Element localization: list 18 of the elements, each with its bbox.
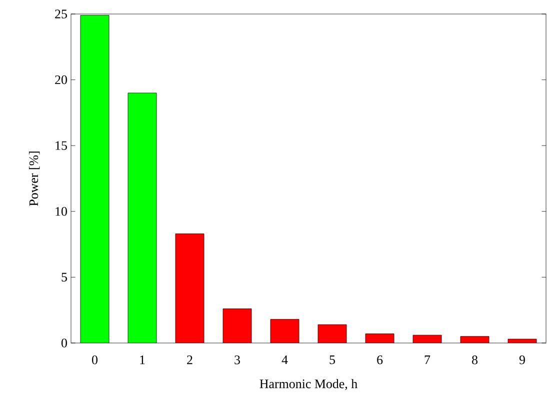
- x-tick-label: 3: [234, 356, 240, 364]
- y-tick-label: 20: [55, 75, 67, 84]
- x-tick-label: 5: [330, 356, 335, 364]
- y-axis-title: Power [%]: [28, 152, 40, 206]
- y-tick-label: 10: [56, 207, 67, 216]
- x-tick-label: 0: [92, 356, 98, 364]
- x-tick-label: 4: [282, 356, 288, 364]
- x-tick-label: 6: [377, 356, 383, 364]
- x-tick-label: 8: [472, 356, 478, 364]
- y-tick-label: 15: [56, 141, 67, 150]
- y-tick-label: 25: [55, 10, 67, 18]
- x-tick-label: 9: [519, 356, 525, 364]
- x-tick-label: 2: [187, 356, 192, 364]
- y-tick-label: 5: [62, 272, 67, 282]
- x-tick-label: 1: [140, 356, 145, 364]
- y-tick-label: 0: [62, 338, 67, 348]
- x-axis-title: Harmonic Mode, h: [260, 379, 358, 390]
- x-tick-label: 7: [424, 356, 430, 364]
